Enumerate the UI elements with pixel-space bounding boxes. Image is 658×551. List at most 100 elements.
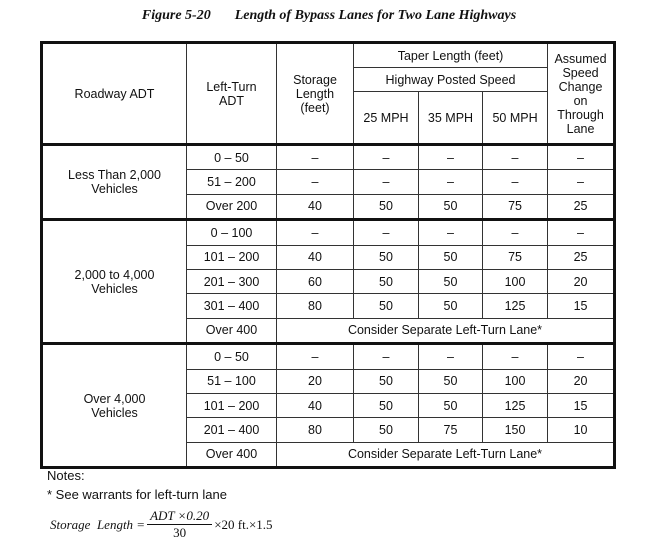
value-cell: 60 [276, 268, 354, 295]
value-cell: 125 [481, 293, 549, 319]
value-cell: 75 [481, 244, 549, 270]
value-cell: 25 [547, 193, 616, 221]
value-cell: – [547, 142, 616, 171]
table-row: Over 400 Consider Separate Left-Turn Lane… [42, 441, 616, 469]
value-cell: 150 [481, 417, 549, 443]
left-turn-adt-cell: 201 – 400 [186, 417, 277, 443]
value-cell: – [481, 342, 549, 370]
value-cell: – [481, 169, 549, 195]
table-row: Less Than 2,000 Vehicles 0 – 50– – – – – [41, 142, 616, 221]
value-cell: 50 [353, 244, 419, 270]
value-cell: 50 [418, 268, 483, 295]
header-posted-speed: Highway Posted Speed [352, 67, 549, 92]
value-cell: 75 [481, 193, 549, 221]
value-cell: – [276, 342, 354, 370]
value-cell: 50 [418, 244, 483, 270]
formula-lhs: Storage Length = [50, 516, 146, 532]
left-turn-adt-cell: 0 – 50 [186, 142, 277, 171]
formula-fraction: ADT ×0.20 30 [147, 508, 213, 541]
value-cell: – [276, 169, 354, 195]
value-cell: 50 [418, 368, 483, 394]
left-turn-adt-cell: Over 200 [186, 193, 277, 221]
value-cell: 80 [276, 417, 354, 443]
left-turn-adt-cell: 51 – 100 [186, 368, 277, 394]
value-cell: 50 [353, 417, 419, 443]
value-cell: 40 [276, 392, 354, 419]
value-cell: 125 [481, 392, 549, 419]
value-cell: – [481, 142, 549, 171]
header-speed-25: 25 MPH [353, 91, 419, 145]
value-cell: 15 [547, 293, 616, 319]
value-cell: 50 [418, 392, 483, 419]
value-cell: 15 [547, 392, 616, 419]
table-row: 101 – 200 40 50 50 125 15 [42, 392, 616, 419]
left-turn-adt-cell: Over 400 [186, 317, 277, 345]
table-row: 51 – 100 20 50 50 100 20 [42, 368, 616, 394]
figure-title: Figure 5-20 Length of Bypass Lanes for Tw… [0, 8, 658, 24]
formula-denominator: 30 [173, 525, 187, 540]
value-cell: – [353, 218, 419, 246]
table-row: 201 – 300 60 50 50 100 20 [42, 268, 616, 295]
value-cell: – [547, 342, 616, 370]
roadway-adt-cell: Over 4,000 Vehicles [41, 342, 187, 469]
header-speed-change: Assumed Speed Change on Through Lane [547, 42, 616, 145]
value-cell: 75 [418, 417, 483, 443]
formula-rhs: ×20 ft.×1.5 [214, 516, 273, 532]
left-turn-adt-cell: 0 – 100 [186, 218, 277, 246]
value-cell: 100 [481, 268, 549, 295]
left-turn-adt-cell: 51 – 200 [186, 169, 277, 195]
figure-number: Figure 5-20 [141, 8, 211, 23]
notes-heading: Notes: [47, 468, 85, 483]
bypass-lane-table: Roadway ADT Left-Turn ADT Storage Length… [40, 41, 617, 470]
value-cell: 50 [353, 368, 419, 394]
left-turn-adt-cell: 0 – 50 [186, 342, 277, 370]
header-speed-50: 50 MPH [481, 91, 549, 145]
value-cell: 40 [276, 193, 354, 221]
value-cell: 50 [353, 392, 419, 419]
note-cell: Consider Separate Left-Turn Lane* [275, 441, 616, 469]
storage-length-formula: Storage Length = ADT ×0.20 30 ×20 ft.×1.5 [50, 508, 273, 541]
left-turn-adt-cell: 101 – 200 [186, 392, 277, 419]
figure-caption: Length of Bypass Lanes for Two Lane High… [234, 8, 517, 23]
value-cell: 40 [276, 244, 354, 270]
value-cell: 25 [547, 244, 616, 270]
table-row: 2,000 to 4,000 Vehicles 0 – 100– – – – – [41, 218, 616, 345]
value-cell: 20 [276, 368, 354, 394]
left-turn-adt-cell: 301 – 400 [186, 293, 277, 319]
value-cell: 20 [547, 268, 616, 295]
value-cell: – [418, 342, 483, 370]
table-row: 201 – 400 80 50 75 150 10 [42, 417, 616, 443]
table-row: 301 – 400 80 50 50 125 15 [42, 293, 616, 319]
header-left-turn-adt: Left-Turn ADT [186, 42, 277, 145]
value-cell: – [547, 169, 616, 195]
value-cell: 50 [418, 293, 483, 319]
roadway-adt-cell: 2,000 to 4,000 Vehicles [41, 218, 187, 345]
value-cell: 20 [547, 368, 616, 394]
value-cell: 50 [353, 293, 419, 319]
value-cell: – [547, 218, 616, 246]
header-speed-35: 35 MPH [418, 91, 483, 145]
header-roadway-adt: Roadway ADT [41, 42, 187, 145]
value-cell: – [276, 142, 354, 171]
table-row: Over 4,000 Vehicles 0 – 50– – – – – [41, 342, 616, 469]
table-row: 51 – 200– – – – – [42, 169, 616, 195]
value-cell: – [481, 218, 549, 246]
value-cell: 50 [418, 193, 483, 221]
left-turn-adt-cell: Over 400 [186, 441, 277, 469]
left-turn-adt-cell: 201 – 300 [186, 268, 277, 295]
value-cell: – [276, 218, 354, 246]
value-cell: 80 [276, 293, 354, 319]
roadway-adt-cell: Less Than 2,000 Vehicles [41, 142, 187, 221]
value-cell: – [353, 142, 419, 171]
notes: Notes: * See warrants for left-turn lane [47, 466, 227, 504]
note-item: * See warrants for left-turn lane [47, 487, 227, 502]
formula-numerator: ADT ×0.20 [147, 508, 213, 525]
table-row: 101 – 200 40 50 50 75 25 [42, 244, 616, 270]
header-taper-length: Taper Length (feet) [352, 42, 549, 68]
value-cell: 50 [353, 268, 419, 295]
value-cell: – [353, 342, 419, 370]
value-cell: 50 [353, 193, 419, 221]
value-cell: – [418, 169, 483, 195]
value-cell: – [418, 218, 483, 246]
left-turn-adt-cell: 101 – 200 [186, 244, 277, 270]
